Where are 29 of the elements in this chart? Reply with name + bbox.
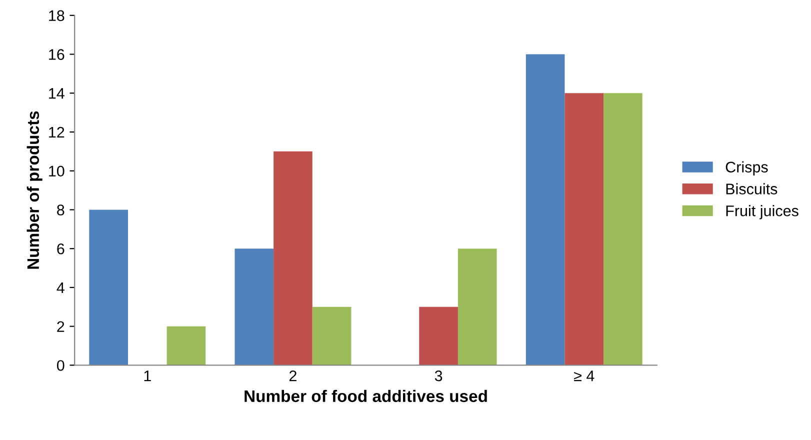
x-tick-label: 2 bbox=[289, 370, 296, 382]
y-tick-label: 12 bbox=[49, 126, 64, 138]
x-tick-label: 3 bbox=[434, 370, 442, 382]
bar bbox=[604, 93, 642, 366]
x-tick-label: 1 bbox=[144, 370, 151, 382]
y-tick-label: 2 bbox=[57, 321, 64, 332]
y-tick-label: 16 bbox=[49, 49, 64, 60]
legend-label: Crisps bbox=[726, 161, 768, 176]
bar bbox=[458, 248, 497, 366]
bar bbox=[234, 248, 274, 366]
y-tick-label: 0 bbox=[56, 360, 64, 371]
y-axis-title: Number of products bbox=[26, 111, 42, 269]
y-tick-label: 6 bbox=[57, 243, 64, 254]
y-tick-label: 4 bbox=[56, 282, 64, 293]
bar bbox=[274, 151, 312, 366]
bar bbox=[526, 54, 565, 366]
legend-label: Biscuits bbox=[726, 183, 778, 194]
y-tick-label: 18 bbox=[49, 10, 64, 22]
y-tick-label: 14 bbox=[49, 88, 64, 99]
bar bbox=[564, 93, 604, 366]
y-tick-label: 8 bbox=[57, 204, 64, 216]
bar bbox=[89, 210, 128, 366]
bar bbox=[419, 306, 458, 366]
x-axis-title: Number of food additives used bbox=[244, 390, 487, 402]
bar bbox=[166, 326, 206, 366]
y-tick-label: 10 bbox=[49, 166, 64, 177]
bar bbox=[312, 306, 352, 366]
x-tick-label: ≥ 4 bbox=[574, 370, 594, 382]
legend-label: Fruit juices bbox=[726, 205, 798, 220]
